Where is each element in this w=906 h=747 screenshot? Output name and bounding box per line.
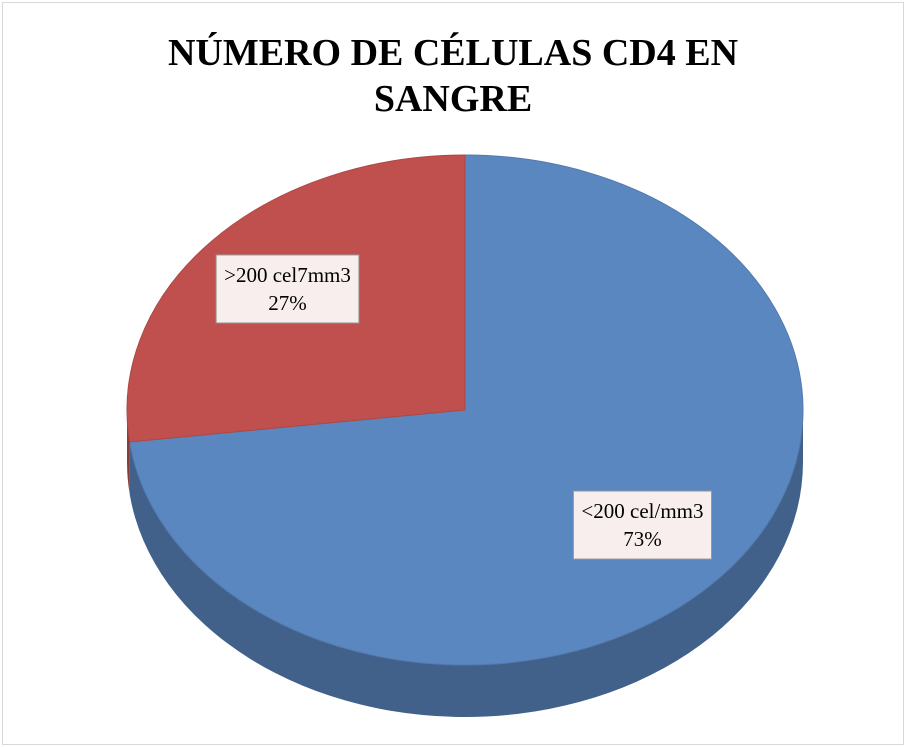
label-category: <200 cel/mm3 xyxy=(581,499,703,523)
data-label: >200 cel7mm3 27% xyxy=(215,254,360,324)
label-value: 73% xyxy=(623,527,662,551)
data-label: <200 cel/mm3 73% xyxy=(572,490,713,560)
label-value: 27% xyxy=(268,291,307,315)
label-category: >200 cel7mm3 xyxy=(224,263,351,287)
label-box xyxy=(572,490,713,560)
label-box xyxy=(215,254,360,324)
slice-side xyxy=(129,410,804,717)
chart-title: NÚMERO DE CÉLULAS CD4 EN SANGRE xyxy=(167,32,739,120)
